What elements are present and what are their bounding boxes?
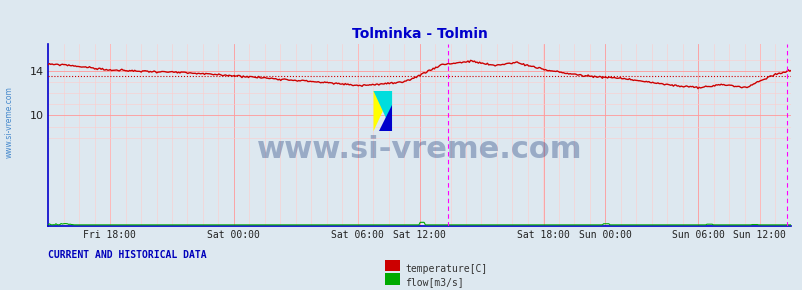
Text: www.si-vreme.com: www.si-vreme.com <box>5 86 14 158</box>
Text: flow[m3/s]: flow[m3/s] <box>405 278 464 287</box>
Polygon shape <box>373 91 391 131</box>
Title: Tolminka - Tolmin: Tolminka - Tolmin <box>351 27 487 41</box>
Polygon shape <box>373 91 391 131</box>
Text: CURRENT AND HISTORICAL DATA: CURRENT AND HISTORICAL DATA <box>48 250 207 260</box>
Polygon shape <box>379 105 391 131</box>
Text: www.si-vreme.com: www.si-vreme.com <box>257 135 581 164</box>
Text: temperature[C]: temperature[C] <box>405 264 487 274</box>
